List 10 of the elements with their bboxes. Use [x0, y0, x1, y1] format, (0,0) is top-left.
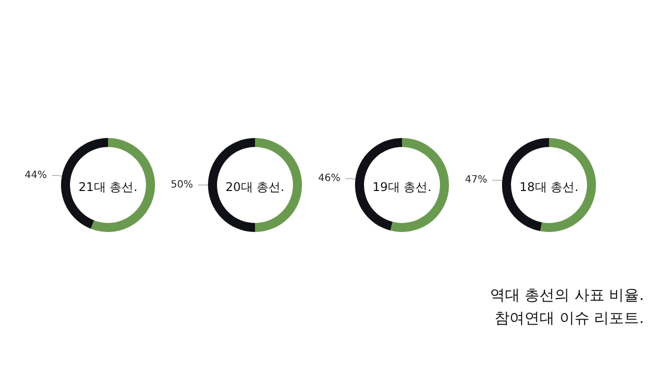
text: 21대 총선. [78, 180, 138, 194]
data-label: 50% [170, 180, 193, 190]
text: 18대 총선. [520, 180, 578, 194]
data-label: 44% [24, 170, 47, 181]
data-label: 47% [464, 174, 488, 186]
text: 19대 총선. [372, 180, 432, 194]
data-label: 46% [318, 173, 340, 184]
text: 참여연대 이슈 리포트. [494, 308, 644, 329]
text: 역대 총선의 사표 비율. [490, 285, 644, 306]
text: 20대 총선. [226, 180, 284, 194]
